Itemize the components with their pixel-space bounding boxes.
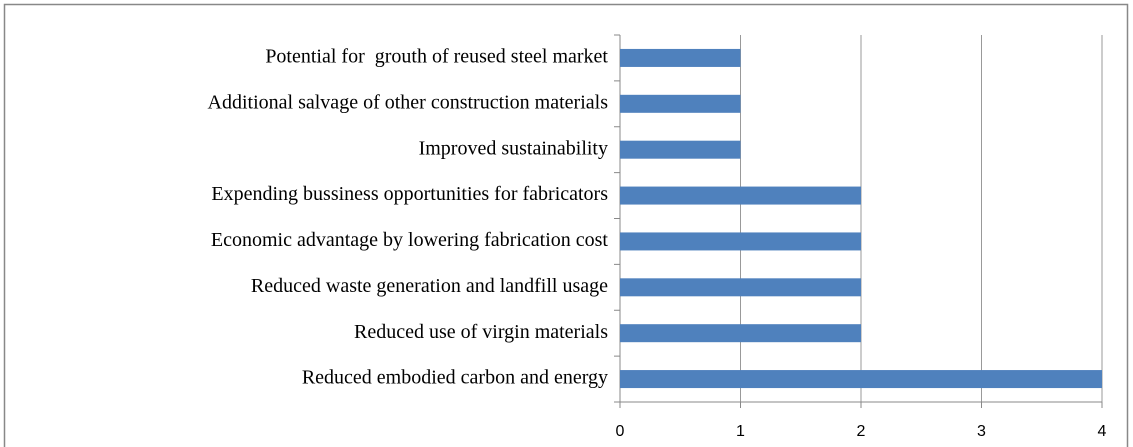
y-tick-label: Economic advantage by lowering fabricati…	[211, 229, 609, 251]
bar	[620, 94, 741, 113]
bar	[620, 186, 861, 205]
x-tick-label: 4	[1098, 423, 1107, 440]
y-tick-label: Expending bussiness opportunities for fa…	[211, 183, 608, 205]
bar	[620, 278, 861, 297]
bar	[620, 370, 1102, 389]
bar	[620, 140, 741, 159]
y-tick-label: Reduced waste generation and landfill us…	[251, 275, 608, 297]
y-tick-label: Improved sustainability	[419, 137, 608, 159]
bar	[620, 232, 861, 251]
x-tick-label: 3	[977, 423, 986, 440]
bar	[620, 48, 741, 67]
y-tick-label: Additional salvage of other construction…	[208, 91, 609, 113]
y-tick-label: Reduced embodied carbon and energy	[302, 367, 608, 389]
chart-border	[3, 3, 1129, 447]
x-tick-label: 2	[857, 423, 866, 440]
bar	[620, 324, 861, 343]
x-tick-label: 1	[736, 423, 745, 440]
x-tick-label: 0	[616, 423, 625, 440]
y-tick-label: Reduced use of virgin materials	[354, 321, 608, 343]
y-tick-label: Potential for grouth of reused steel mar…	[265, 46, 608, 68]
